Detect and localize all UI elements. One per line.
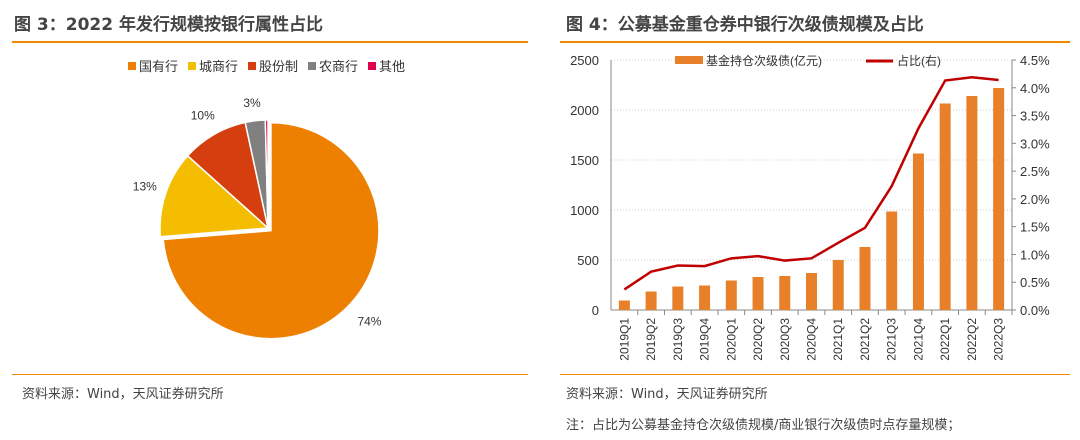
bar-source: 资料来源：Wind，天风证券研究所 bbox=[566, 387, 768, 402]
x-tick-label: 2019Q2 bbox=[644, 318, 658, 361]
pie-data-label: 3% bbox=[243, 96, 261, 110]
legend-swatch-bar bbox=[675, 56, 703, 64]
pie-data-label: 10% bbox=[191, 109, 215, 123]
legend-label: 城商行 bbox=[199, 59, 238, 74]
x-tick-label: 2022Q3 bbox=[992, 318, 1006, 361]
x-tick-label: 2022Q2 bbox=[965, 318, 979, 361]
legend-swatch bbox=[248, 62, 256, 70]
x-tick-label: 2019Q1 bbox=[617, 318, 631, 361]
y2-tick-label: 1.0% bbox=[1020, 247, 1050, 262]
x-tick-label: 2021Q1 bbox=[831, 318, 845, 361]
legend-swatch bbox=[368, 62, 376, 70]
pie-chart: 国有行 城商行 股份制 农商行 其他 74% 13% 10% 3% bbox=[128, 59, 405, 340]
y-tick-label: 2000 bbox=[570, 103, 599, 118]
bar bbox=[725, 280, 737, 310]
combo-chart: 0 500 1000 1500 2000 2500 0.0% 0.5% 1.0% 1.5% 2.0%… bbox=[570, 53, 1050, 361]
bar bbox=[859, 247, 871, 310]
footer-rule bbox=[12, 374, 528, 375]
y2-tick-label: 4.5% bbox=[1020, 53, 1050, 68]
bar bbox=[966, 96, 978, 310]
title-rule bbox=[12, 41, 528, 43]
pie-slice-4 bbox=[264, 119, 269, 229]
y-tick-label: 1000 bbox=[570, 203, 599, 218]
bar bbox=[645, 291, 657, 310]
line-series bbox=[623, 75, 999, 291]
x-tick-label: 2019Q3 bbox=[671, 318, 685, 361]
x-tick-label: 2021Q4 bbox=[911, 318, 925, 361]
x-tick-label: 2019Q4 bbox=[698, 318, 712, 361]
x-tick-label: 2020Q2 bbox=[751, 318, 765, 361]
bar bbox=[699, 285, 711, 310]
pie-slice-1 bbox=[159, 154, 270, 238]
footer-rule bbox=[560, 374, 1070, 375]
legend-swatch bbox=[188, 62, 196, 70]
legend-label: 基金持仓次级债(亿元) bbox=[706, 53, 822, 68]
y2-tick-label: 3.0% bbox=[1020, 136, 1050, 151]
bar-title: 图 4：公募基金重仓券中银行次级债规模及占比 bbox=[566, 15, 924, 35]
title-rule bbox=[560, 41, 1070, 43]
bar bbox=[886, 211, 898, 310]
bar bbox=[779, 276, 791, 310]
bar bbox=[752, 277, 764, 310]
y2-tick-label: 0.0% bbox=[1020, 303, 1050, 318]
x-tick-label: 2021Q3 bbox=[885, 318, 899, 361]
bar bbox=[672, 286, 684, 310]
x-tick-label: 2020Q4 bbox=[805, 318, 819, 361]
bar bbox=[939, 103, 951, 310]
bar bbox=[618, 300, 630, 310]
legend-swatch bbox=[128, 62, 136, 70]
legend-swatch bbox=[308, 62, 316, 70]
bar bbox=[912, 153, 924, 310]
pie-data-label: 74% bbox=[357, 315, 381, 329]
bar bbox=[806, 273, 817, 310]
legend-label: 其他 bbox=[379, 59, 405, 74]
y-tick-label: 2500 bbox=[570, 53, 599, 68]
y2-tick-label: 1.5% bbox=[1020, 220, 1050, 235]
x-tick-label: 2022Q1 bbox=[938, 318, 952, 361]
bar bbox=[993, 88, 1005, 310]
x-tick-label: 2020Q1 bbox=[724, 318, 738, 361]
y2-tick-label: 4.0% bbox=[1020, 81, 1050, 96]
pie-title: 图 3：2022 年发行规模按银行属性占比 bbox=[14, 15, 323, 35]
legend-label: 国有行 bbox=[139, 59, 178, 74]
legend-label: 占比(右) bbox=[897, 53, 941, 68]
pie-source: 资料来源：Wind，天风证券研究所 bbox=[22, 387, 224, 402]
y2-tick-label: 2.0% bbox=[1020, 192, 1050, 207]
y-tick-label: 0 bbox=[592, 303, 599, 318]
pie-slice-0 bbox=[162, 121, 380, 340]
bar bbox=[832, 260, 844, 310]
x-tick-label: 2021Q2 bbox=[858, 318, 872, 361]
y-tick-label: 500 bbox=[577, 253, 599, 268]
x-tick-label: 2020Q3 bbox=[778, 318, 792, 361]
bar-note: 注：占比为公募基金持仓次级债规模/商业银行次级债时点存量规模； bbox=[566, 418, 961, 433]
y2-tick-label: 0.5% bbox=[1020, 275, 1050, 290]
legend-label: 农商行 bbox=[319, 59, 358, 74]
y2-tick-label: 3.5% bbox=[1020, 109, 1050, 124]
pie-data-label: 13% bbox=[133, 179, 157, 193]
y-tick-label: 1500 bbox=[570, 153, 599, 168]
y2-tick-label: 2.5% bbox=[1020, 164, 1050, 179]
legend-label: 股份制 bbox=[259, 59, 298, 74]
